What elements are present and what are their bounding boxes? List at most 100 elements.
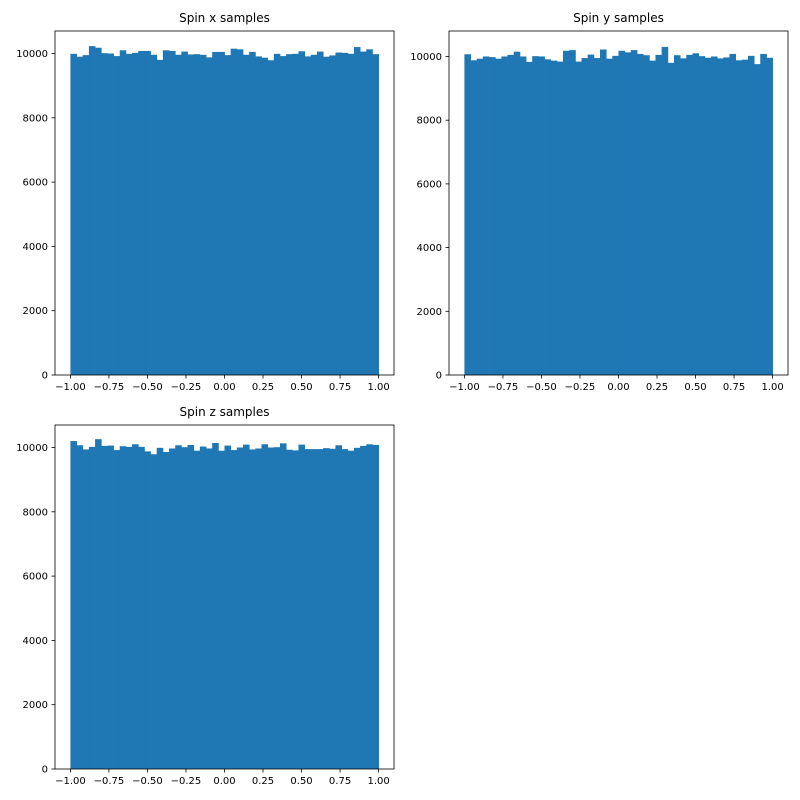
histogram-bar (353, 447, 361, 769)
x-tick-label: −0.25 (565, 382, 596, 393)
histogram-bar (273, 447, 281, 769)
x-tick-label: 0.25 (252, 382, 274, 393)
histogram-bar (175, 54, 182, 376)
histogram-bar (606, 58, 613, 375)
histogram-bar (704, 57, 712, 375)
histogram-bar (372, 54, 379, 375)
histogram-bar (323, 448, 330, 769)
histogram-bar (82, 449, 90, 769)
x-tick-label: 1.00 (367, 776, 389, 787)
histogram-bar (169, 448, 176, 769)
histogram-bar (144, 50, 151, 375)
histogram-bar (162, 452, 170, 769)
histogram-bar (741, 59, 749, 376)
histogram-bar (113, 56, 121, 376)
histogram-bar (470, 60, 478, 375)
y-tick-label: 2000 (23, 700, 48, 711)
histogram-bar (556, 61, 564, 375)
histogram-bar (587, 54, 595, 375)
histogram-bar (353, 47, 361, 375)
y-tick-label: 4000 (417, 243, 442, 254)
y-tick-label: 0 (42, 371, 48, 382)
histogram-bar (569, 50, 576, 375)
histogram-bar (476, 58, 484, 375)
histogram-bar (464, 54, 471, 375)
histogram-bar (347, 450, 355, 769)
histogram-bars (70, 46, 379, 376)
histogram-bar (206, 448, 213, 769)
histogram-bar (279, 443, 287, 769)
histogram-bar (316, 449, 324, 769)
x-tick-label: 0.50 (684, 382, 706, 393)
histogram-bar (125, 446, 133, 769)
histogram-bar (624, 52, 632, 376)
y-tick-label: 4000 (23, 242, 48, 253)
histogram-bar (119, 50, 127, 375)
histogram-bar (544, 59, 552, 376)
histogram-bar (323, 56, 330, 375)
histogram-bar (329, 448, 336, 769)
y-tick-label: 0 (436, 371, 442, 382)
x-tick-label: −1.00 (55, 776, 86, 787)
histogram-bar (70, 441, 77, 769)
histogram-bar (747, 55, 755, 375)
histogram-bar (655, 54, 663, 376)
histogram-bar (489, 57, 496, 375)
histogram-bar (150, 454, 158, 769)
histogram-bar (495, 58, 502, 375)
histogram-bar (630, 50, 638, 375)
histogram-bar (199, 446, 207, 769)
x-tick-label: −0.75 (94, 382, 125, 393)
x-tick-label: 0.50 (290, 382, 312, 393)
histogram-bar (162, 50, 170, 375)
histogram-bar (230, 48, 238, 375)
x-tick-label: 0.75 (329, 776, 351, 787)
histogram-bar (649, 60, 656, 375)
x-tick-label: −1.00 (449, 382, 480, 393)
histogram-bar (187, 444, 195, 769)
histogram-bar (519, 56, 527, 376)
histogram-bar (643, 55, 650, 376)
histogram-bar (242, 54, 250, 376)
histogram-bar (717, 58, 724, 376)
histogram-bar (513, 51, 521, 375)
x-tick-label: −1.00 (55, 382, 86, 393)
histogram-bar (286, 54, 293, 375)
histogram-bar (310, 449, 318, 769)
y-tick-label: 6000 (23, 572, 48, 583)
y-tick-label: 10000 (16, 49, 48, 60)
chart-title: Spin x samples (179, 11, 270, 25)
x-tick-label: 0.25 (646, 382, 668, 393)
histogram-bar (360, 51, 367, 375)
histogram-bar (304, 449, 312, 769)
histogram-bar (310, 54, 318, 376)
histogram-bar (581, 58, 589, 376)
histogram-bar (125, 53, 133, 375)
y-axis: 0 2000 4000 6000 8000 10000 (410, 52, 449, 382)
histogram-bar (193, 54, 201, 375)
histogram-bar (550, 60, 558, 375)
x-tick-label: 0.00 (607, 382, 629, 393)
histogram-bar (335, 52, 343, 375)
histogram-bar (236, 49, 244, 376)
x-tick-label: −0.50 (132, 382, 163, 393)
x-tick-label: −0.50 (526, 382, 557, 393)
x-tick-label: 0.00 (213, 776, 235, 787)
histogram-bar (267, 447, 275, 769)
histogram-bar (193, 450, 201, 769)
histogram-bar (181, 51, 188, 375)
y-tick-label: 2000 (417, 307, 442, 318)
histogram-bar (212, 51, 219, 376)
histogram-bar (482, 56, 490, 376)
histogram-bar (132, 52, 139, 375)
histogram-bar (107, 445, 114, 769)
y-tick-label: 4000 (23, 636, 48, 647)
x-tick-label: −0.25 (171, 776, 202, 787)
spin-x-histogram: Spin x samples −1.00 −0.75 −0.50 −0.25 0.00 0… (16, 11, 395, 393)
histogram-bar (680, 58, 687, 376)
y-tick-label: 8000 (23, 113, 48, 124)
histogram-bar (156, 59, 164, 376)
x-tick-label: 0.50 (290, 776, 312, 787)
histogram-bar (304, 56, 312, 375)
